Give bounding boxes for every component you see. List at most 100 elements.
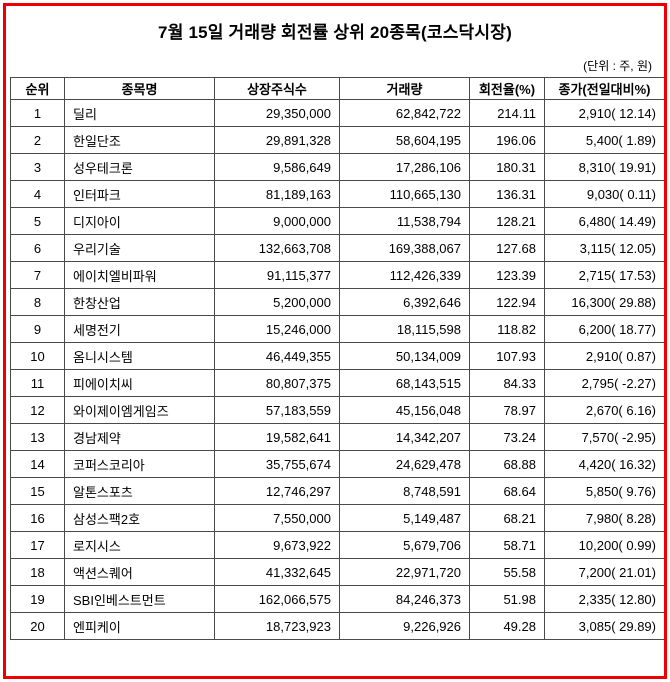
table-row: 2 한일단조 29,891,328 58,604,195 196.06 5,400( 1.… <box>10 126 664 154</box>
header-close: 종가(전일대비%) <box>544 77 664 100</box>
cell-turnover: 123.39 <box>469 261 545 289</box>
cell-name: 와이제이엠게임즈 <box>64 396 215 424</box>
cell-rank: 6 <box>10 234 65 262</box>
cell-name: 삼성스팩2호 <box>64 504 215 532</box>
cell-rank: 2 <box>10 126 65 154</box>
table-row: 11 피에이치씨 80,807,375 68,143,515 84.33 2,795( -… <box>10 369 664 397</box>
cell-shares: 80,807,375 <box>214 369 340 397</box>
cell-volume: 9,226,926 <box>339 612 470 640</box>
cell-rank: 10 <box>10 342 65 370</box>
cell-rank: 7 <box>10 261 65 289</box>
cell-rank: 9 <box>10 315 65 343</box>
table-row: 14 코퍼스코리아 35,755,674 24,629,478 68.88 4,420( … <box>10 450 664 478</box>
cell-rank: 8 <box>10 288 65 316</box>
cell-close: 7,200( 21.01) <box>544 558 664 586</box>
table-row: 18 액션스퀘어 41,332,645 22,971,720 55.58 7,200( 2… <box>10 558 664 586</box>
cell-name: 딜리 <box>64 99 215 127</box>
cell-close: 9,030( 0.11) <box>544 180 664 208</box>
cell-turnover: 214.11 <box>469 99 545 127</box>
cell-volume: 24,629,478 <box>339 450 470 478</box>
cell-turnover: 68.88 <box>469 450 545 478</box>
cell-turnover: 122.94 <box>469 288 545 316</box>
cell-rank: 18 <box>10 558 65 586</box>
table-row: 8 한창산업 5,200,000 6,392,646 122.94 16,300( 29.… <box>10 288 664 316</box>
cell-turnover: 136.31 <box>469 180 545 208</box>
cell-shares: 81,189,163 <box>214 180 340 208</box>
stocks-table: 순위 종목명 상장주식수 거래량 회전율(%) 종가(전일대비%) 1 딜리 29,… <box>10 77 664 640</box>
cell-volume: 169,388,067 <box>339 234 470 262</box>
page-title: 7월 15일 거래량 회전률 상위 20종목(코스닥시장) <box>158 23 512 42</box>
table-row: 7 에이치엘비파워 91,115,377 112,426,339 123.39 2,715… <box>10 261 664 289</box>
cell-rank: 17 <box>10 531 65 559</box>
cell-volume: 112,426,339 <box>339 261 470 289</box>
cell-shares: 9,000,000 <box>214 207 340 235</box>
cell-close: 10,200( 0.99) <box>544 531 664 559</box>
unit-note: (단위 : 주, 원) <box>583 59 652 73</box>
cell-shares: 9,586,649 <box>214 153 340 181</box>
cell-shares: 57,183,559 <box>214 396 340 424</box>
cell-turnover: 73.24 <box>469 423 545 451</box>
table-row: 13 경남제약 19,582,641 14,342,207 73.24 7,570( -2… <box>10 423 664 451</box>
cell-close: 2,910( 12.14) <box>544 99 664 127</box>
cell-close: 4,420( 16.32) <box>544 450 664 478</box>
cell-turnover: 84.33 <box>469 369 545 397</box>
table-row: 3 성우테크론 9,586,649 17,286,106 180.31 8,310( 19… <box>10 153 664 181</box>
cell-shares: 35,755,674 <box>214 450 340 478</box>
cell-close: 2,910( 0.87) <box>544 342 664 370</box>
cell-close: 2,715( 17.53) <box>544 261 664 289</box>
cell-shares: 162,066,575 <box>214 585 340 613</box>
cell-rank: 15 <box>10 477 65 505</box>
cell-name: 로지시스 <box>64 531 215 559</box>
table-row: 9 세명전기 15,246,000 18,115,598 118.82 6,200( 18… <box>10 315 664 343</box>
header-volume: 거래량 <box>339 77 470 100</box>
cell-turnover: 68.64 <box>469 477 545 505</box>
cell-volume: 5,679,706 <box>339 531 470 559</box>
cell-volume: 6,392,646 <box>339 288 470 316</box>
cell-shares: 7,550,000 <box>214 504 340 532</box>
cell-close: 6,480( 14.49) <box>544 207 664 235</box>
cell-name: 세명전기 <box>64 315 215 343</box>
cell-name: 경남제약 <box>64 423 215 451</box>
header-shares: 상장주식수 <box>214 77 340 100</box>
cell-close: 5,400( 1.89) <box>544 126 664 154</box>
cell-close: 2,670( 6.16) <box>544 396 664 424</box>
cell-volume: 58,604,195 <box>339 126 470 154</box>
cell-volume: 62,842,722 <box>339 99 470 127</box>
cell-name: 코퍼스코리아 <box>64 450 215 478</box>
table-row: 20 엔피케이 18,723,923 9,226,926 49.28 3,085( 29.… <box>10 612 664 640</box>
cell-turnover: 107.93 <box>469 342 545 370</box>
cell-close: 6,200( 18.77) <box>544 315 664 343</box>
cell-close: 16,300( 29.88) <box>544 288 664 316</box>
cell-turnover: 127.68 <box>469 234 545 262</box>
cell-turnover: 78.97 <box>469 396 545 424</box>
cell-shares: 12,746,297 <box>214 477 340 505</box>
cell-close: 5,850( 9.76) <box>544 477 664 505</box>
cell-name: 알톤스포츠 <box>64 477 215 505</box>
cell-close: 3,085( 29.89) <box>544 612 664 640</box>
cell-shares: 19,582,641 <box>214 423 340 451</box>
cell-turnover: 118.82 <box>469 315 545 343</box>
table-row: 5 디지아이 9,000,000 11,538,794 128.21 6,480( 14.… <box>10 207 664 235</box>
cell-turnover: 55.58 <box>469 558 545 586</box>
cell-shares: 18,723,923 <box>214 612 340 640</box>
cell-close: 8,310( 19.91) <box>544 153 664 181</box>
table-row: 4 인터파크 81,189,163 110,665,130 136.31 9,030( 0… <box>10 180 664 208</box>
cell-rank: 20 <box>10 612 65 640</box>
cell-rank: 5 <box>10 207 65 235</box>
cell-name: 인터파크 <box>64 180 215 208</box>
cell-volume: 11,538,794 <box>339 207 470 235</box>
cell-shares: 29,350,000 <box>214 99 340 127</box>
cell-turnover: 196.06 <box>469 126 545 154</box>
cell-rank: 13 <box>10 423 65 451</box>
cell-shares: 29,891,328 <box>214 126 340 154</box>
cell-rank: 19 <box>10 585 65 613</box>
cell-close: 2,795( -2.27) <box>544 369 664 397</box>
cell-name: 한일단조 <box>64 126 215 154</box>
cell-name: 한창산업 <box>64 288 215 316</box>
cell-volume: 45,156,048 <box>339 396 470 424</box>
table-body: 1 딜리 29,350,000 62,842,722 214.11 2,910( 12.1… <box>10 99 664 640</box>
cell-turnover: 180.31 <box>469 153 545 181</box>
cell-rank: 3 <box>10 153 65 181</box>
cell-name: 에이치엘비파워 <box>64 261 215 289</box>
cell-volume: 68,143,515 <box>339 369 470 397</box>
